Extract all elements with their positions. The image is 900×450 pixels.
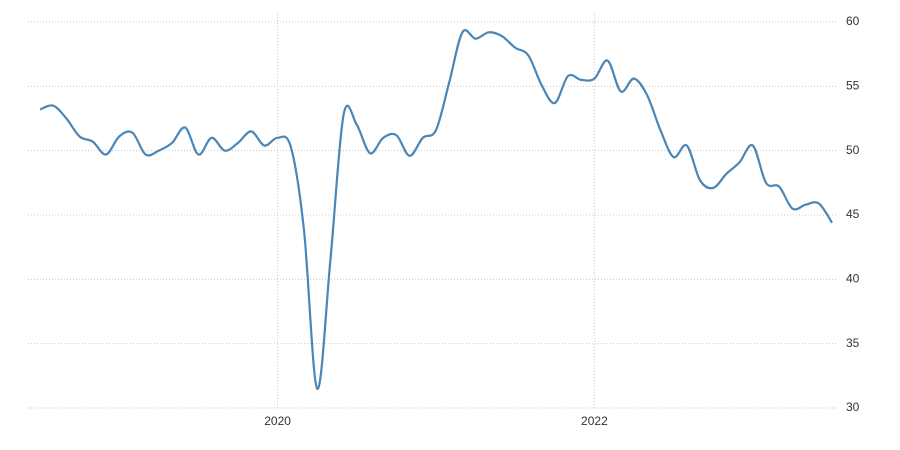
y-tick-label: 55 bbox=[846, 79, 860, 93]
y-tick-label: 60 bbox=[846, 14, 860, 28]
y-tick-label: 30 bbox=[846, 400, 860, 414]
y-tick-label: 50 bbox=[846, 143, 860, 157]
line-series bbox=[39, 29, 833, 390]
y-tick-label: 35 bbox=[846, 336, 860, 350]
y-tick-label: 45 bbox=[846, 207, 860, 221]
x-tick-label: 2020 bbox=[264, 414, 291, 428]
x-tick-label: 2022 bbox=[581, 414, 608, 428]
y-tick-label: 40 bbox=[846, 272, 860, 286]
